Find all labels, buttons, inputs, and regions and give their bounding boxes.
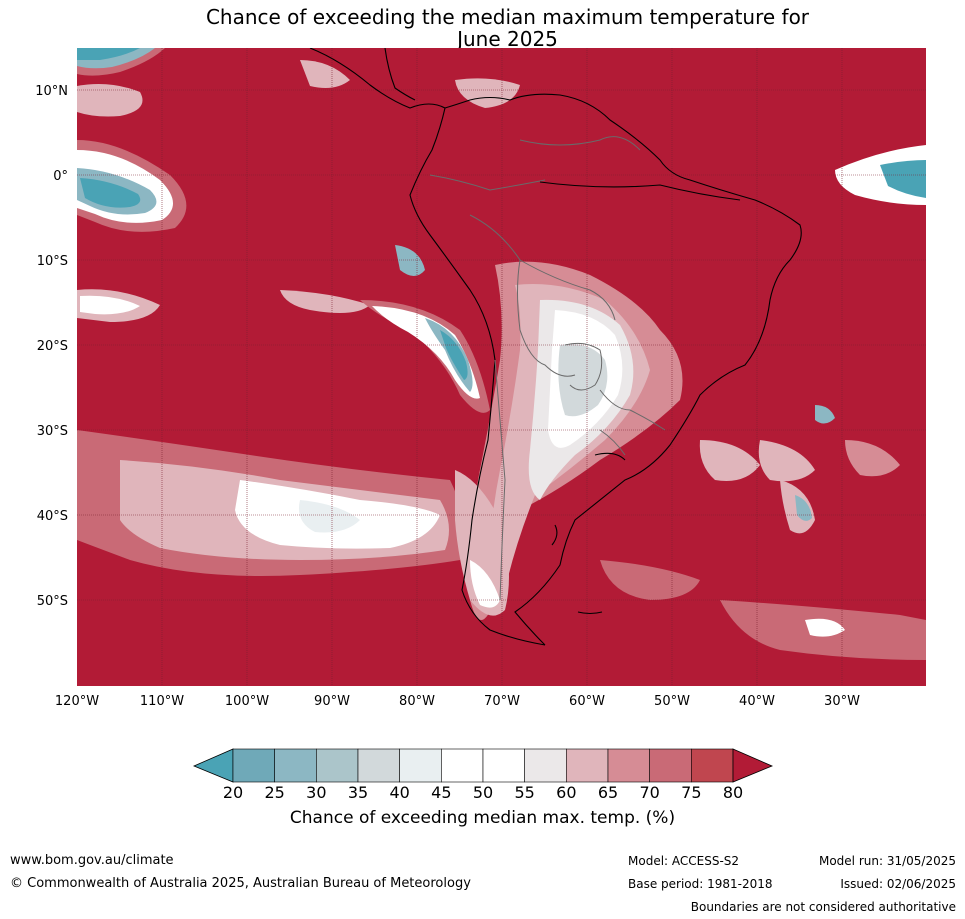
graticule [77, 48, 926, 686]
lat-label-10n: 10°N [35, 84, 68, 99]
model-run: Model run: 31/05/2025 [818, 854, 956, 868]
lat-label-10s: 10°S [37, 254, 68, 269]
colorbar-tick-label: 75 [681, 783, 701, 802]
probability-contours [77, 48, 926, 660]
issued-date: Issued: 02/06/2025 [840, 877, 956, 891]
base-period: Base period: 1981-2018 [628, 877, 773, 891]
colorbar-cell [482, 748, 525, 783]
colorbar-cell [566, 748, 609, 783]
longitude-labels: 120°W 110°W 100°W 90°W 80°W 70°W 60°W 50… [55, 694, 860, 709]
colorbar-tick-label: 40 [389, 783, 409, 802]
colorbar-tick-label: 50 [473, 783, 493, 802]
colorbar: 20 25 30 35 40 45 50 55 60 65 70 75 80 [192, 748, 774, 802]
colorbar-tick-label: 35 [348, 783, 368, 802]
lon-label-80w: 80°W [399, 694, 435, 709]
lon-label-40w: 40°W [739, 694, 775, 709]
latitude-labels: 10°N 0° 10°S 20°S 30°S 40°S 50°S [35, 84, 68, 609]
model-name: Model: ACCESS-S2 [628, 854, 740, 868]
colorbar-tick-label: 65 [598, 783, 618, 802]
colorbar-tick-label: 20 [223, 783, 243, 802]
lat-label-30s: 30°S [37, 424, 68, 439]
lon-label-60w: 60°W [569, 694, 605, 709]
colorbar-cell [399, 748, 442, 783]
colorbar-cell [524, 748, 567, 783]
colorbar-tick-label: 60 [556, 783, 576, 802]
lon-label-120w: 120°W [55, 694, 99, 709]
colorbar-tick-label: 70 [639, 783, 659, 802]
colorbar-title: Chance of exceeding median max. temp. (%… [289, 808, 676, 828]
lat-label-50s: 50°S [37, 594, 68, 609]
colorbar-arrow-low [192, 748, 234, 783]
colorbar-cell [441, 748, 484, 783]
country-borders [429, 136, 666, 601]
lat-label-20s: 20°S [37, 339, 68, 354]
lon-label-50w: 50°W [654, 694, 690, 709]
lon-label-100w: 100°W [225, 694, 269, 709]
colorbar-tick-label: 45 [431, 783, 451, 802]
lon-label-90w: 90°W [314, 694, 350, 709]
colorbar-cell [232, 748, 275, 783]
colorbar-cell [316, 748, 359, 783]
colorbar-cell [649, 748, 692, 783]
colorbar-tick-label: 30 [306, 783, 326, 802]
website-link[interactable]: www.bom.gov.au/climate [10, 853, 174, 868]
map-title-line1: Chance of exceeding the median maximum t… [205, 5, 810, 29]
boundaries-note: Boundaries are not considered authoritat… [690, 900, 956, 914]
colorbar-tick-label: 55 [514, 783, 534, 802]
coastline [309, 48, 802, 646]
colorbar-arrow-high [732, 748, 774, 783]
colorbar-tick-label: 25 [264, 783, 284, 802]
lon-label-70w: 70°W [484, 694, 520, 709]
lat-label-40s: 40°S [37, 509, 68, 524]
colorbar-cell [691, 748, 734, 783]
colorbar-cell [357, 748, 400, 783]
lon-label-30w: 30°W [824, 694, 860, 709]
colorbar-tick-label: 80 [723, 783, 743, 802]
copyright-text: © Commonwealth of Australia 2025, Austra… [10, 876, 471, 891]
colorbar-cell [607, 748, 650, 783]
lon-label-110w: 110°W [140, 694, 184, 709]
lat-label-0: 0° [53, 169, 68, 184]
colorbar-cell [274, 748, 317, 783]
map-title-line2: June 2025 [457, 27, 558, 51]
